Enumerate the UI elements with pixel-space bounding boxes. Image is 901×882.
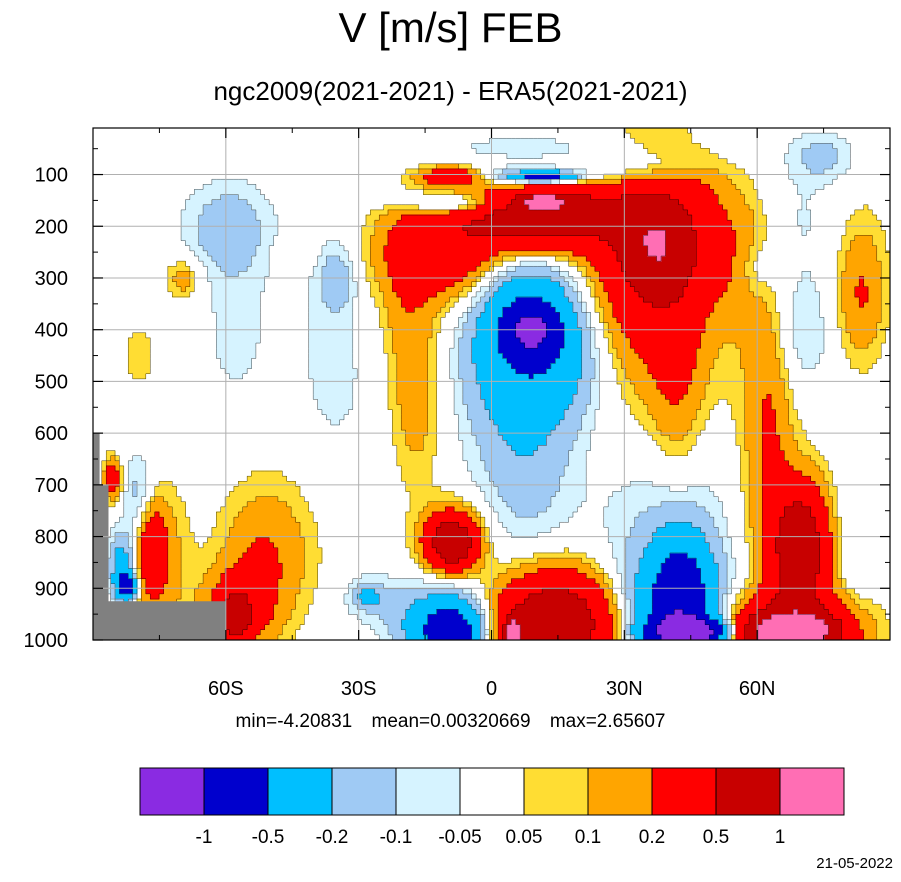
colorbar-label-0: -1	[196, 827, 213, 848]
y-axis: 100 200 300 400 500 600 700 800 900 1000	[24, 165, 890, 652]
x-tick-label-3: 30N	[606, 678, 643, 700]
colorbar-label-7: 0.2	[639, 827, 665, 848]
colorbar-box-9	[715, 767, 781, 816]
y-tick-label-1: 200	[35, 216, 68, 238]
missing-data-region	[93, 433, 226, 640]
chart-subtitle: ngc2009(2021-2021) - ERA5(2021-2021)	[213, 76, 688, 106]
y-tick-label-8: 900	[35, 578, 68, 600]
x-tick-label-4: 60N	[739, 678, 776, 700]
colorbar-label-9: 1	[775, 827, 786, 848]
colorbar-label-5: 0.05	[506, 827, 543, 848]
colorbar-label-2: -0.2	[316, 827, 349, 848]
date-stamp: 21-05-2022	[816, 855, 893, 872]
colorbar-box-3	[331, 767, 397, 816]
stat-mean: mean=0.00320669	[371, 711, 531, 732]
colorbar-box-5	[459, 767, 525, 816]
colorbar-label-8: 0.5	[703, 827, 729, 848]
colorbar-label-6: 0.1	[575, 827, 601, 848]
y-tick-label-6: 700	[35, 475, 68, 497]
minor-ticks	[93, 128, 890, 640]
y-tick-label-7: 800	[35, 527, 68, 549]
colorbar-box-2	[267, 767, 333, 816]
y-tick-label-3: 400	[35, 320, 68, 342]
colorbar-label-1: -0.5	[252, 827, 285, 848]
chart-title: V [m/s] FEB	[338, 4, 563, 51]
colorbar-box-0	[139, 767, 205, 816]
contour-edges	[101, 128, 890, 640]
colorbar-label-4: -0.05	[438, 827, 481, 848]
colorbar-box-1	[203, 767, 269, 816]
colorbar-box-6	[523, 767, 589, 816]
colorbar-box-7	[587, 767, 653, 816]
y-tick-label-0: 100	[35, 165, 68, 187]
stat-max: max=2.65607	[549, 711, 666, 732]
colorbar-box-10	[779, 767, 845, 816]
colorbar: -1 -0.5 -0.2 -0.1 -0.05 0.05 0.1 0.2 0.5 1	[139, 767, 845, 848]
x-tick-label-0: 60S	[208, 678, 244, 700]
stat-min: min=-4.20831	[235, 711, 353, 732]
colorbar-box-8	[651, 767, 717, 816]
x-tick-label-1: 30S	[341, 678, 377, 700]
colorbar-label-3: -0.1	[380, 827, 413, 848]
contour-lines	[101, 128, 890, 640]
x-tick-label-2: 0	[486, 678, 497, 700]
y-tick-label-2: 300	[35, 268, 68, 290]
colorbar-box-4	[395, 767, 461, 816]
x-axis: 60S 30S 0 30N 60N	[208, 128, 776, 700]
y-tick-label-4: 500	[35, 371, 68, 393]
y-tick-label-5: 600	[35, 423, 68, 445]
statistics-line: min=-4.20831 mean=0.00320669 max=2.65607	[0, 711, 901, 733]
y-tick-label-9: 1000	[24, 630, 69, 652]
